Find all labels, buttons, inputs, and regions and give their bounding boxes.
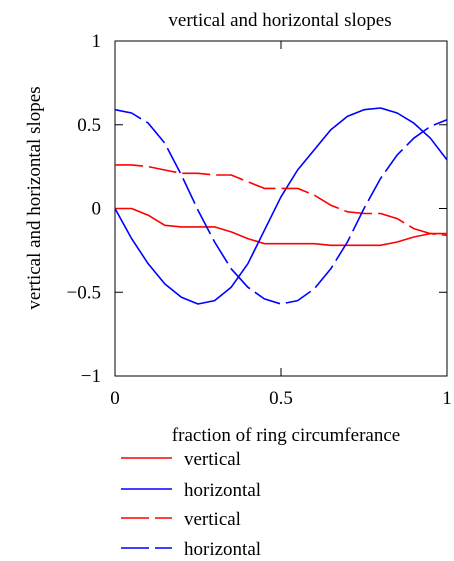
x-tick-labels: 0 0.5 1: [110, 388, 452, 409]
y-tick-label: −1: [81, 366, 101, 387]
x-tick-label: 1: [442, 388, 452, 409]
x-tick-label: 0: [110, 388, 120, 409]
y-tick-label: −0.5: [67, 282, 101, 303]
legend-label: horizontal: [184, 480, 261, 501]
chart-title: vertical and horizontal slopes: [168, 10, 391, 31]
x-tick-label: 0.5: [269, 388, 293, 409]
series-line-horizontal-dashed: [114, 108, 448, 305]
legend-label: horizontal: [184, 539, 261, 560]
series-group: [114, 107, 448, 305]
y-tick-label: 1: [92, 31, 102, 52]
legend-label: vertical: [184, 449, 241, 470]
y-axis-label: vertical and horizontal slopes: [24, 86, 45, 309]
axis-ticks: [114, 40, 448, 377]
y-tick-label: 0.5: [77, 115, 101, 136]
plot-area-frame: [114, 40, 448, 377]
series-line-vertical-solid: [115, 207, 447, 247]
y-tick-label: 0: [92, 199, 102, 220]
legend: vertical horizontal vertical horizontal: [121, 449, 261, 560]
legend-label: vertical: [184, 509, 241, 530]
series-line-horizontal-solid: [114, 107, 448, 305]
y-tick-labels: 1 0.5 0 −0.5 −1: [67, 31, 101, 387]
x-axis-label: fraction of ring circumferance: [172, 425, 400, 446]
series-line-vertical-dashed: [115, 164, 448, 237]
